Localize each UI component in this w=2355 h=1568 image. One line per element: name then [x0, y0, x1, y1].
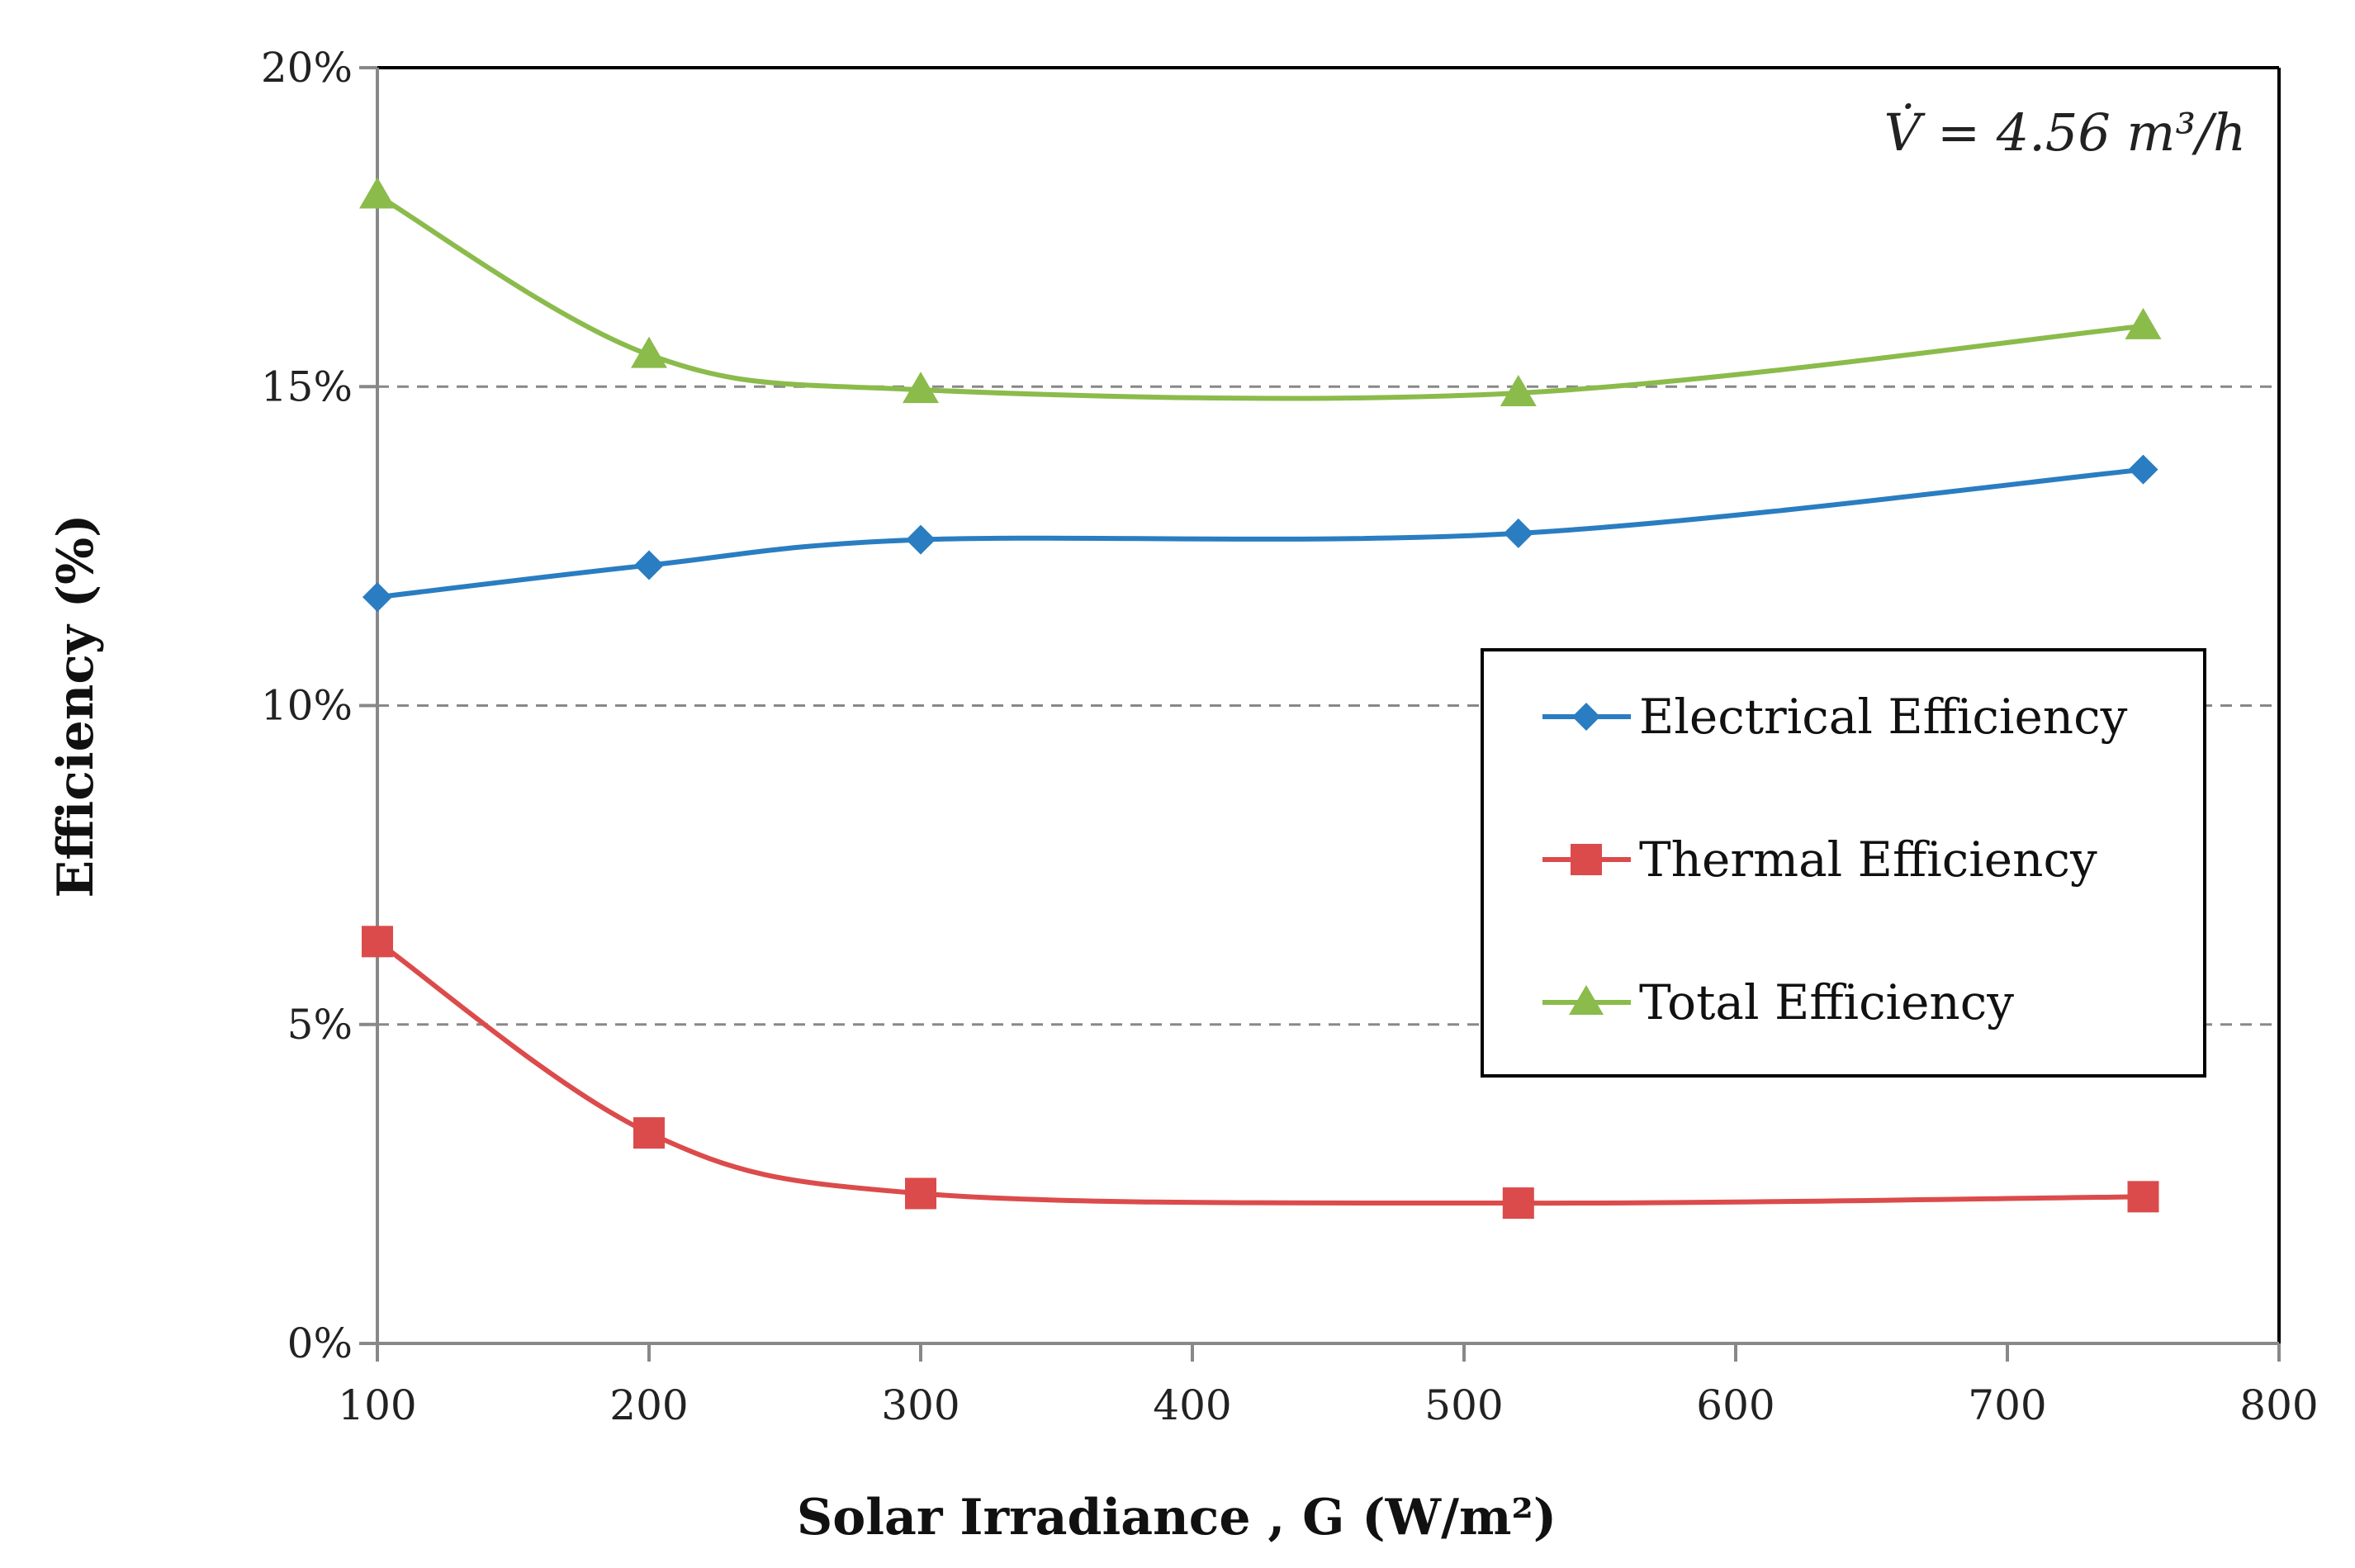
diamond-marker [2128, 454, 2158, 485]
x-tick-label: 500 [1424, 1381, 1503, 1429]
triangle-marker [1569, 985, 1604, 1015]
series-electrical-efficiency [362, 454, 2158, 613]
y-tick-label: 10% [261, 682, 353, 730]
square-marker [1502, 1187, 1534, 1220]
diamond-marker [634, 550, 664, 580]
square-marker [633, 1117, 665, 1149]
series-line [377, 467, 2144, 600]
y-axis-label: Efficiency (%) [47, 514, 105, 898]
triangle-marker [631, 336, 667, 368]
series-line [376, 192, 2144, 401]
square-marker [362, 926, 393, 958]
x-tick-label: 800 [2239, 1381, 2318, 1429]
x-axis-label: Solar Irradiance , G (W/m²) [797, 1489, 1557, 1547]
triangle-marker [2125, 307, 2162, 339]
axes: 0% 5% 10% 15% 20% 100 200 300 400 500 600 700 800 [261, 44, 2319, 1429]
legend-item: Total Efficiency [1542, 974, 2014, 1030]
y-tick-label: 5% [287, 1001, 353, 1049]
legend-label: Thermal Efficiency [1639, 831, 2097, 888]
y-tick-label: 15% [261, 362, 353, 410]
x-tick-label: 100 [338, 1381, 416, 1429]
square-marker [905, 1177, 936, 1210]
legend-item: Thermal Efficiency [1542, 831, 2097, 888]
flow-rate-annotation: V̇ = 4.56 m³/h [1884, 102, 2246, 163]
legend: Electrical Efficiency Thermal Efficiency T… [1481, 648, 2206, 1078]
series-total-efficiency [359, 177, 2162, 406]
diamond-marker [906, 524, 936, 555]
x-tick-label: 400 [1153, 1381, 1231, 1429]
triangle-marker [903, 372, 939, 404]
triangle-marker [359, 177, 396, 209]
legend-label: Electrical Efficiency [1639, 689, 2128, 745]
x-tick-label: 600 [1696, 1381, 1775, 1429]
y-tick-label: 0% [287, 1319, 353, 1367]
x-tick-label: 200 [609, 1381, 688, 1429]
x-tick-label: 300 [881, 1381, 960, 1429]
y-tick-label: 20% [261, 44, 353, 92]
diamond-marker [362, 582, 392, 613]
triangle-marker [1500, 374, 1537, 406]
legend-item: Electrical Efficiency [1542, 689, 2128, 745]
series-group [359, 177, 2162, 1220]
series-line [376, 939, 2144, 1206]
diamond-marker [1503, 518, 1533, 548]
x-tick-label: 700 [1968, 1381, 2046, 1429]
square-marker [2127, 1181, 2159, 1213]
square-marker [1571, 844, 1602, 875]
series-thermal-efficiency [362, 926, 2159, 1220]
diamond-marker [1572, 703, 1600, 731]
legend-label: Total Efficiency [1639, 974, 2014, 1030]
